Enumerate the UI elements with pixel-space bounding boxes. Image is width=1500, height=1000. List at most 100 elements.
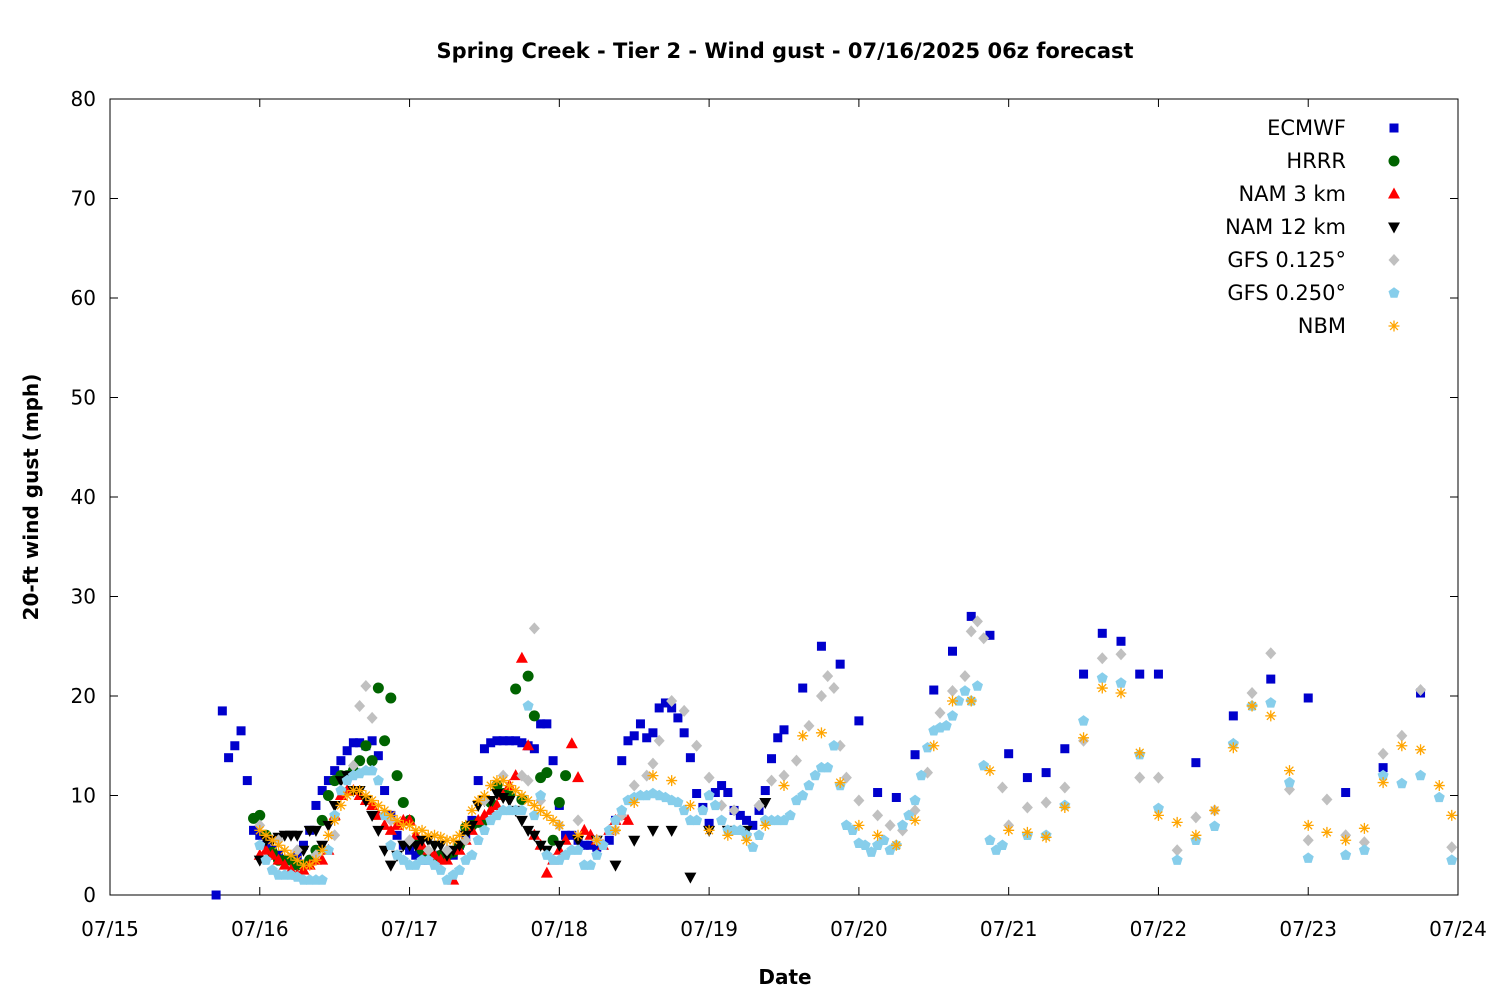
data-point: [504, 736, 514, 746]
data-point: [642, 733, 652, 743]
data-point: [354, 755, 366, 767]
data-point: [367, 736, 377, 746]
data-point: [778, 769, 790, 782]
data-point: [528, 710, 540, 722]
data-point: [1340, 849, 1352, 860]
data-point: [591, 834, 603, 846]
data-point: [1266, 674, 1276, 684]
data-point: [1152, 771, 1164, 784]
data-point: [1377, 747, 1389, 760]
data-point: [572, 829, 584, 841]
data-point: [1358, 822, 1370, 834]
data-point: [230, 741, 240, 751]
data-point: [516, 790, 528, 801]
data-point: [522, 670, 534, 682]
data-point: [384, 823, 397, 835]
data-point: [985, 630, 995, 640]
legend-item: NBM: [1298, 314, 1400, 338]
data-point: [1302, 819, 1314, 831]
data-point: [704, 818, 714, 828]
data-point: [666, 775, 678, 787]
x-tick-label: 07/17: [381, 917, 439, 941]
data-point: [766, 774, 778, 787]
data-point: [735, 810, 745, 820]
data-point: [609, 814, 622, 826]
y-tick-label: 10: [71, 784, 96, 808]
data-point: [534, 840, 547, 852]
data-point: [485, 780, 497, 792]
data-point: [1321, 826, 1333, 838]
data-point: [759, 819, 771, 831]
data-point: [840, 771, 852, 784]
data-point: [547, 814, 559, 826]
data-point: [667, 703, 677, 713]
data-point: [360, 680, 372, 693]
data-point: [1246, 687, 1258, 700]
data-point: [540, 866, 553, 878]
data-point: [385, 692, 397, 704]
y-tick-label: 0: [83, 883, 96, 907]
data-point: [859, 839, 871, 850]
data-point: [822, 761, 834, 773]
data-point: [366, 794, 378, 806]
data-point: [884, 819, 896, 832]
data-point: [553, 796, 565, 808]
y-tick-label: 50: [71, 386, 96, 410]
data-point: [397, 819, 409, 831]
data-point: [328, 800, 341, 812]
data-point: [1246, 700, 1258, 712]
data-point: [522, 774, 534, 787]
data-point: [372, 799, 384, 811]
data-point: [753, 799, 765, 812]
data-point: [317, 786, 327, 796]
data-point: [341, 790, 353, 801]
data-point: [646, 825, 659, 837]
data-point: [472, 794, 484, 806]
data-point: [298, 840, 308, 850]
data-point: [447, 834, 459, 846]
data-point: [522, 739, 535, 751]
data-point: [503, 780, 515, 792]
legend-marker: [1388, 287, 1400, 298]
data-point: [653, 734, 665, 747]
data-point: [1040, 796, 1052, 809]
data-point: [1078, 732, 1090, 744]
data-point: [610, 824, 621, 836]
data-point: [684, 799, 696, 811]
data-point: [929, 685, 939, 695]
data-point: [996, 781, 1008, 794]
data-point: [623, 736, 633, 746]
data-point: [828, 739, 840, 751]
data-point: [354, 785, 366, 797]
data-point: [697, 804, 709, 816]
data-point: [553, 819, 565, 831]
data-point: [422, 844, 434, 857]
data-point: [909, 814, 921, 826]
data-point: [347, 759, 359, 772]
data-point: [873, 788, 883, 798]
legend-marker: [1388, 155, 1400, 167]
data-point: [310, 854, 322, 866]
data-point: [703, 824, 715, 836]
data-point: [691, 739, 703, 752]
data-point: [366, 764, 378, 776]
data-point: [278, 858, 291, 870]
data-point: [372, 825, 385, 837]
data-point: [1396, 740, 1408, 752]
data-point: [272, 853, 285, 865]
data-point: [254, 839, 266, 850]
data-point: [316, 874, 328, 885]
data-point: [717, 781, 727, 791]
y-tick-label: 60: [71, 286, 96, 310]
data-point: [404, 819, 416, 831]
data-point: [815, 727, 827, 739]
data-point: [778, 780, 790, 792]
data-point: [673, 713, 683, 723]
data-point: [1377, 777, 1389, 789]
data-point: [522, 794, 534, 806]
data-point: [1022, 773, 1032, 783]
data-point: [330, 766, 340, 776]
data-point: [1096, 672, 1108, 683]
data-point: [703, 789, 715, 801]
